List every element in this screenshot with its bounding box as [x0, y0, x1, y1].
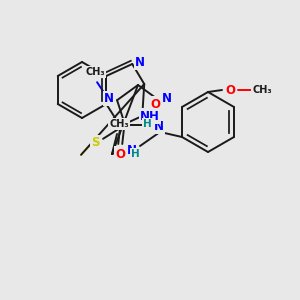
- Text: S: S: [91, 136, 99, 149]
- Text: O: O: [115, 148, 125, 160]
- Text: N: N: [154, 120, 164, 133]
- Text: CH₃: CH₃: [109, 119, 129, 129]
- Text: CH₃: CH₃: [252, 85, 272, 95]
- Text: O: O: [150, 98, 160, 110]
- Text: N: N: [104, 92, 114, 105]
- Text: NH: NH: [140, 110, 160, 122]
- Text: N: N: [135, 56, 145, 68]
- Text: CH₃: CH₃: [85, 67, 105, 77]
- Text: H: H: [130, 149, 140, 159]
- Text: O: O: [225, 83, 235, 97]
- Text: H: H: [143, 119, 152, 129]
- Text: N: N: [127, 143, 137, 157]
- Text: N: N: [162, 92, 172, 105]
